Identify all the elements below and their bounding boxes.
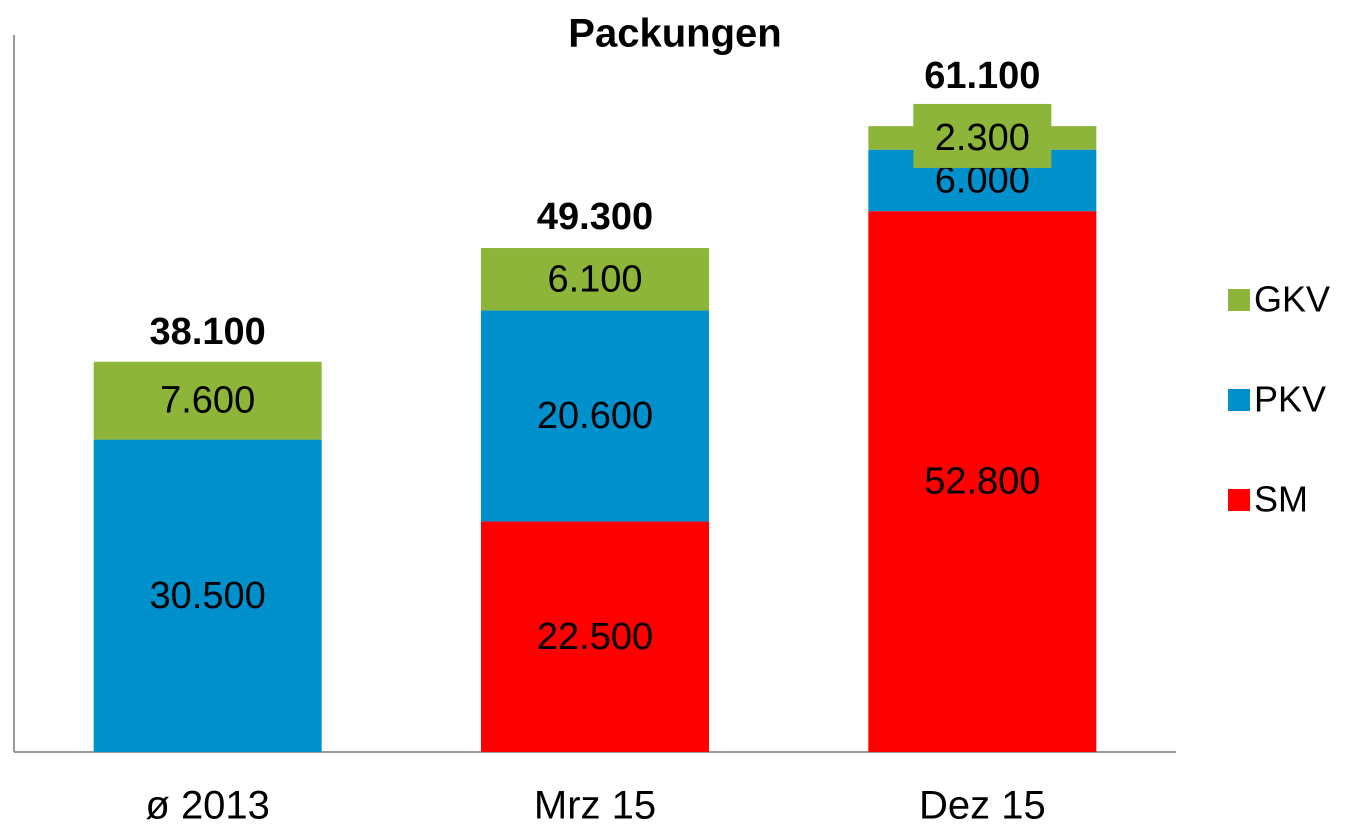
bar-segment bbox=[481, 521, 709, 752]
bar-segment bbox=[93, 439, 322, 752]
legend-label: SM bbox=[1254, 479, 1308, 520]
total-label: 49.300 bbox=[537, 196, 653, 238]
bar-segment bbox=[868, 211, 1097, 753]
label-background bbox=[913, 103, 1052, 168]
x-tick-label: Mrz 15 bbox=[534, 784, 656, 828]
data-label: 30.500 bbox=[150, 575, 266, 617]
legend-label: GKV bbox=[1254, 279, 1330, 320]
total-label: 61.100 bbox=[924, 55, 1040, 97]
legend-swatch bbox=[1228, 389, 1250, 411]
data-label: 20.600 bbox=[537, 395, 653, 437]
bar-segment bbox=[481, 310, 709, 522]
data-label: 52.800 bbox=[924, 461, 1040, 503]
x-tick-label: Dez 15 bbox=[919, 784, 1046, 828]
legend-label: PKV bbox=[1254, 379, 1326, 420]
total-label: 38.100 bbox=[150, 311, 266, 353]
legend-swatch bbox=[1228, 489, 1250, 511]
x-tick-label: ø 2013 bbox=[145, 784, 270, 828]
bar-segment bbox=[93, 361, 322, 440]
bar-segment bbox=[481, 248, 709, 311]
data-label: 6.100 bbox=[547, 258, 642, 300]
data-label: 22.500 bbox=[537, 616, 653, 658]
legend-swatch bbox=[1228, 289, 1250, 311]
chart-title: Packungen bbox=[568, 12, 781, 56]
data-label: 7.600 bbox=[160, 380, 255, 422]
data-label: 2.300 bbox=[935, 117, 1030, 159]
